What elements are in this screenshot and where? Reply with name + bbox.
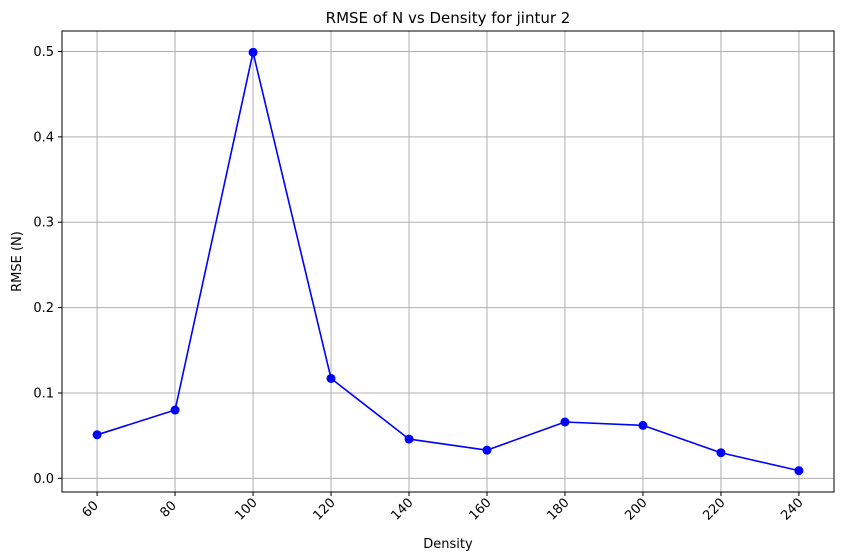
x-axis-label: Density [423,537,473,552]
data-point [794,466,804,476]
data-point [638,420,648,430]
x-tick-label: 80 [157,498,179,520]
x-tick-label: 240 [778,495,806,523]
x-tick-label: 100 [232,495,260,523]
data-point [560,417,570,427]
chart-title: RMSE of N vs Density for jintur 2 [326,9,571,27]
data-point [248,47,258,57]
x-tick-label: 140 [388,495,416,523]
y-axis-label: RMSE (N) [10,231,25,292]
x-tick-label: 180 [544,495,572,523]
data-point [170,405,180,415]
x-tick-label: 200 [622,495,650,523]
x-tick-label: 120 [310,495,338,523]
series-layer [92,47,804,476]
y-tick-label: 0.0 [33,472,54,487]
data-point [716,448,726,458]
x-tick-label: 60 [79,498,101,520]
y-tick-label: 0.5 [33,45,54,60]
data-point [404,434,414,444]
x-tick-label: 160 [466,495,494,523]
data-point [92,430,102,440]
y-tick-label: 0.2 [33,301,54,316]
y-tick-label: 0.3 [33,216,54,231]
y-tick-label: 0.4 [33,130,54,145]
plot-frame [61,30,835,493]
x-tick-label: 220 [700,495,728,523]
data-point [482,445,492,455]
series-line [96,51,800,472]
tick-layer: 60 80 100 120 140 160 180 200 220 240 0.0 0.1 0.2 0.3… [33,45,806,524]
grid-layer [62,31,834,492]
data-point [326,373,336,383]
y-tick-label: 0.1 [33,386,54,401]
